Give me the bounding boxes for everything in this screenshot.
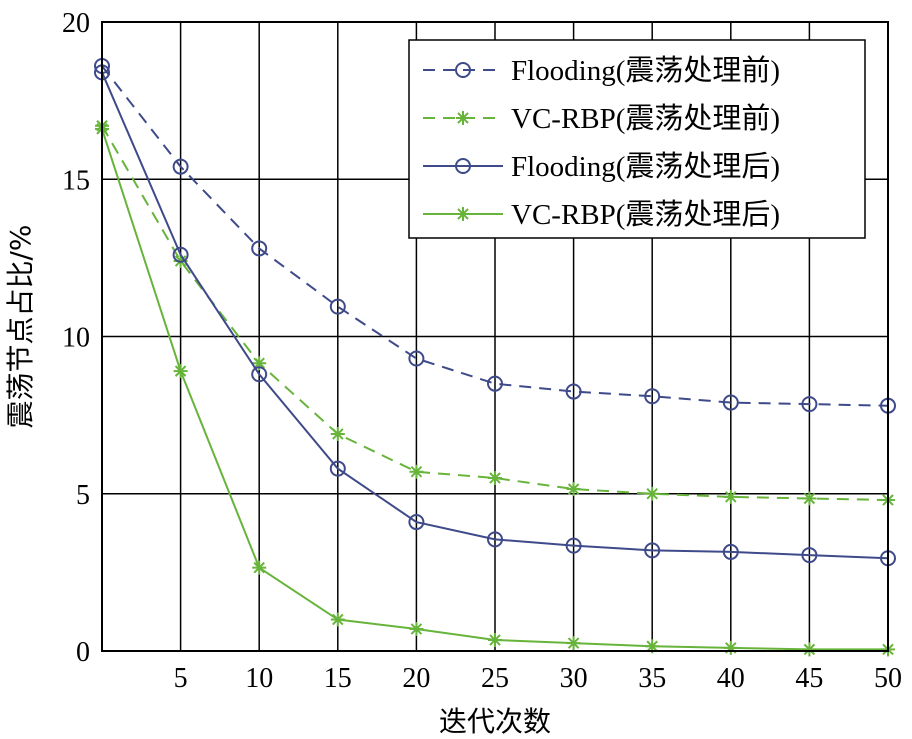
data-point-marker [487,375,503,392]
data-point-marker [565,537,582,554]
series-line [101,71,889,560]
legend-entry: VC-RBP(震荡处理前) [423,102,780,135]
x-tick-label: 30 [560,663,588,694]
x-tick-label: 10 [245,663,273,694]
data-point-marker [456,207,470,221]
x-tick-labels: 5 10 15 20 25 30 35 40 45 50 [174,663,902,694]
data-point-marker [409,621,424,636]
legend-label: Flooding(震荡处理后) [511,150,780,183]
y-tick-label: 0 [76,637,90,668]
x-tick-label: 20 [402,663,430,694]
data-point-marker [330,426,345,441]
x-tick-label: 35 [638,663,666,694]
data-point-marker [801,547,818,564]
data-point-marker [644,388,661,405]
series-line [101,65,889,407]
data-point-marker [723,640,738,655]
x-axis-label: 迭代次数 [439,705,551,738]
legend-entry: Flooding(震荡处理前) [423,54,780,87]
series-line [101,125,889,502]
data-point-marker [566,636,581,651]
data-point-marker [722,543,739,560]
data-point-marker [456,111,470,125]
data-point-marker [488,471,502,486]
data-point-marker [801,396,818,413]
legend-box [408,39,866,239]
x-tick-label: 15 [324,663,352,694]
legend-label: VC-RBP(震荡处理前) [511,102,780,135]
series-layer [94,58,896,657]
data-point-marker [252,356,267,371]
data-point-marker [644,542,661,559]
series-2 [95,118,895,508]
y-tick-label: 10 [62,323,90,354]
x-tick-label: 25 [481,663,509,694]
data-point-marker [565,383,582,400]
x-tick-label: 45 [795,663,823,694]
y-tick-label: 20 [62,8,90,39]
data-point-marker [488,632,502,647]
legend-entry: VC-RBP(震荡处理后) [423,198,780,231]
data-point-marker [329,460,346,477]
data-point-marker [802,642,817,657]
data-point-marker [408,350,425,367]
y-axis-label: 震荡节点占比/% [4,224,37,428]
data-point-marker [408,514,425,531]
y-tick-label: 15 [62,165,90,196]
data-point-marker [173,364,188,379]
data-point-marker [455,62,471,78]
data-point-marker [172,246,189,263]
data-point-marker [330,612,345,627]
data-point-marker [251,240,268,257]
data-point-marker [566,482,581,497]
plot-frame [101,21,889,652]
legend-entry: Flooding(震荡处理后) [423,150,780,183]
legend-label: VC-RBP(震荡处理后) [511,198,780,231]
x-tick-label: 40 [717,663,745,694]
data-point-marker [455,158,471,174]
data-point-marker [487,531,503,548]
data-point-marker [329,298,346,315]
data-point-marker [252,560,267,575]
x-tick-label: 50 [874,663,902,694]
y-tick-label: 5 [76,480,90,511]
data-point-marker [172,158,189,175]
x-tick-label: 5 [174,663,188,694]
data-point-marker [802,491,817,506]
data-point-marker [409,464,424,479]
data-point-marker [251,366,268,383]
legend: Flooding(震荡处理前) VC-RBP(震荡处理前) Flooding(震荡处… [408,39,866,239]
data-point-marker [722,394,739,411]
data-point-marker [645,486,660,501]
data-point-marker [723,489,738,504]
legend-label: Flooding(震荡处理前) [511,54,780,87]
y-tick-labels: 0 5 10 15 20 [62,8,90,668]
